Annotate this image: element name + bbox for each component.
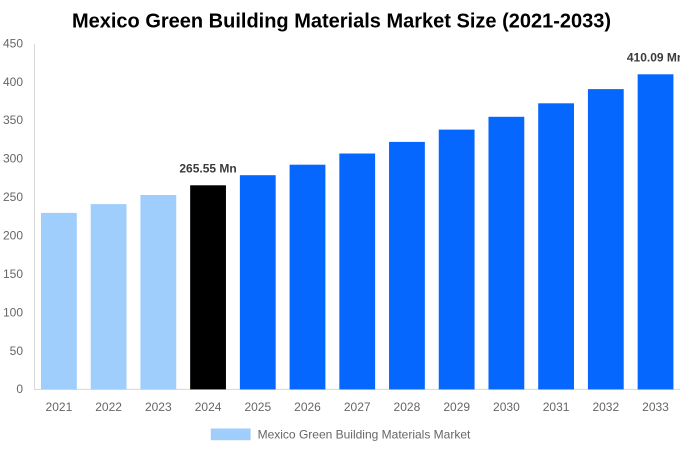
svg-text:2021: 2021 [46, 400, 73, 414]
svg-text:2028: 2028 [394, 400, 421, 414]
svg-text:250: 250 [3, 190, 23, 204]
svg-text:2031: 2031 [543, 400, 570, 414]
svg-text:300: 300 [3, 152, 23, 166]
svg-text:200: 200 [3, 229, 23, 243]
svg-text:150: 150 [3, 267, 23, 281]
svg-text:410.09 Mn: 410.09 Mn [627, 50, 680, 64]
svg-text:400: 400 [3, 75, 23, 89]
svg-text:2025: 2025 [244, 400, 271, 414]
svg-text:265.55 Mn: 265.55 Mn [179, 161, 236, 175]
svg-text:450: 450 [3, 36, 23, 50]
svg-text:2029: 2029 [443, 400, 470, 414]
svg-text:2024: 2024 [195, 400, 222, 414]
svg-text:0: 0 [16, 382, 23, 396]
svg-text:350: 350 [3, 113, 23, 127]
svg-text:Mexico Green Building Material: Mexico Green Building Materials Market S… [72, 11, 611, 33]
svg-text:2022: 2022 [95, 400, 122, 414]
svg-text:2023: 2023 [145, 400, 172, 414]
svg-text:2032: 2032 [592, 400, 619, 414]
svg-text:2026: 2026 [294, 400, 321, 414]
svg-text:50: 50 [10, 344, 24, 358]
svg-text:2033: 2033 [642, 400, 669, 414]
svg-text:2027: 2027 [344, 400, 371, 414]
svg-text:2030: 2030 [493, 400, 520, 414]
svg-text:100: 100 [3, 305, 23, 319]
svg-text:Mexico Green Building Material: Mexico Green Building Materials Market [258, 427, 471, 441]
